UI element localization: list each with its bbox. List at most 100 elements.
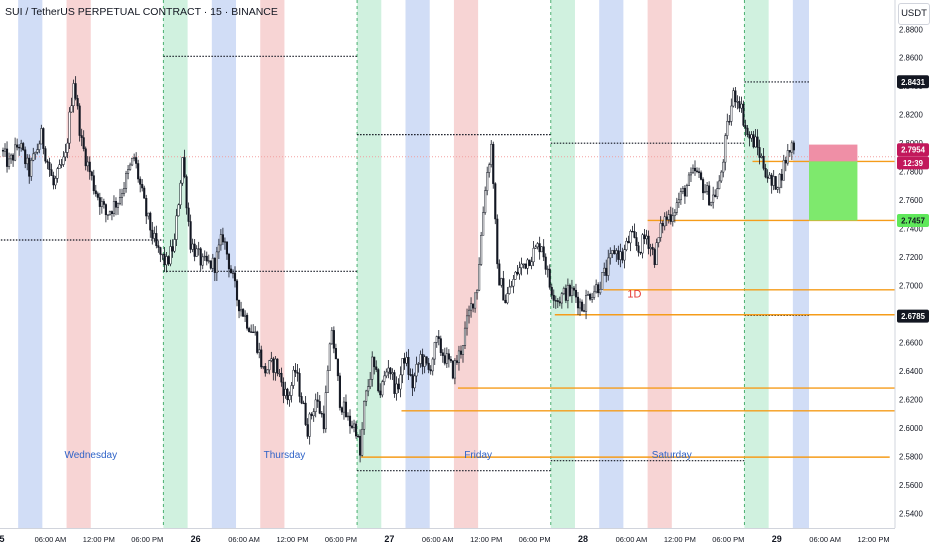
time-tick-label: 06:00 AM — [228, 535, 260, 544]
candle-body — [38, 143, 41, 150]
time-tick-label: 12:00 PM — [276, 535, 308, 544]
time-tick-label: 06:00 AM — [35, 535, 67, 544]
candle-body — [425, 356, 428, 364]
candle-body — [752, 134, 755, 148]
candle-body — [689, 172, 693, 176]
candle-body — [123, 188, 126, 194]
candle-body — [104, 204, 107, 215]
candle-body — [145, 198, 148, 217]
candle-body — [235, 280, 239, 301]
time-axis-panel — [0, 528, 895, 550]
candle-body — [54, 178, 57, 186]
candle-body — [542, 246, 545, 258]
candle-body — [673, 212, 676, 217]
candle-body — [702, 179, 705, 194]
candle-body — [706, 185, 709, 192]
day-label: Wednesday — [64, 450, 117, 461]
candle-body — [413, 375, 416, 389]
candle-body — [344, 401, 348, 418]
candle-body — [56, 168, 59, 179]
take-profit-zone — [809, 161, 858, 221]
candle-body — [595, 284, 598, 293]
candle-body — [163, 253, 166, 266]
candle-body — [459, 350, 463, 355]
candle-body — [127, 169, 130, 174]
candle-body — [611, 250, 614, 254]
candle-body — [395, 383, 398, 394]
candle-body — [1, 150, 5, 152]
candle-body — [500, 278, 503, 286]
candle-body — [451, 360, 454, 379]
candle-body — [375, 366, 378, 370]
candle-body — [556, 300, 559, 302]
price-tick-label: 2.7400 — [899, 225, 924, 234]
candle-body — [693, 167, 697, 172]
candle-body — [550, 287, 553, 296]
candle-body — [623, 249, 626, 261]
candle-body — [26, 157, 29, 165]
candle-body — [578, 301, 582, 309]
candle-body — [484, 190, 487, 213]
candle-body — [453, 360, 456, 379]
candle-body — [175, 215, 178, 240]
price-tick-label: 2.6600 — [899, 339, 924, 348]
candle-body — [64, 152, 67, 158]
candle-body — [58, 164, 61, 169]
candle-body — [272, 358, 275, 373]
candle-body — [593, 291, 596, 298]
candle-body — [649, 247, 652, 249]
candle-body — [342, 401, 346, 413]
time-tick-label: 28 — [578, 534, 588, 544]
candle-body — [754, 136, 757, 148]
session-band-london — [66, 0, 91, 528]
candle-body — [526, 259, 529, 269]
candle-body — [538, 243, 541, 253]
candle-body — [589, 294, 592, 300]
candle-body — [605, 267, 608, 276]
time-tick-label: 06:00 PM — [519, 535, 551, 544]
candle-body — [207, 260, 210, 262]
candle-body — [488, 164, 491, 173]
candle-body — [659, 223, 662, 238]
candle-body — [223, 241, 226, 243]
currency-button[interactable]: USDT — [898, 3, 930, 25]
candle-body — [32, 153, 35, 161]
candle-body — [213, 257, 216, 273]
candle-body — [282, 381, 285, 396]
candle-body — [86, 161, 89, 167]
time-tick-label: 5 — [0, 534, 5, 544]
candle-body — [294, 369, 297, 373]
candle-body — [328, 343, 331, 371]
candle-body — [266, 369, 269, 374]
candle-body — [439, 338, 442, 353]
candle-body — [60, 164, 63, 166]
candle-body — [772, 176, 775, 186]
candle-body — [675, 202, 678, 213]
time-axis[interactable]: 5 06:00 AM 12:00 PM 06:00 PM 26 06:00 AM 12:00… — [0, 534, 890, 544]
day-label: Saturday — [652, 450, 692, 461]
day-label: Thursday — [264, 450, 306, 461]
candle-body — [165, 256, 168, 266]
candle-body — [708, 185, 711, 206]
candle-body — [784, 159, 787, 164]
candle-body — [250, 331, 253, 333]
candle-body — [627, 240, 630, 244]
candle-body — [50, 169, 53, 176]
candle-body — [205, 255, 208, 262]
candle-body — [100, 201, 103, 207]
candle-body — [385, 371, 388, 377]
candle-body — [171, 246, 174, 252]
candle-body — [490, 143, 493, 165]
candle-body — [256, 331, 259, 353]
price-tick-label: 2.7200 — [899, 253, 924, 262]
candle-body — [179, 182, 182, 206]
candle-body — [338, 375, 341, 408]
position-tool[interactable] — [809, 144, 858, 221]
chart-annotations: 1D — [627, 289, 641, 301]
candle-body — [734, 90, 737, 103]
candle-body — [240, 309, 243, 312]
price-axis-tag — [897, 213, 929, 227]
candle-body — [52, 175, 55, 186]
candle-body — [738, 101, 741, 109]
